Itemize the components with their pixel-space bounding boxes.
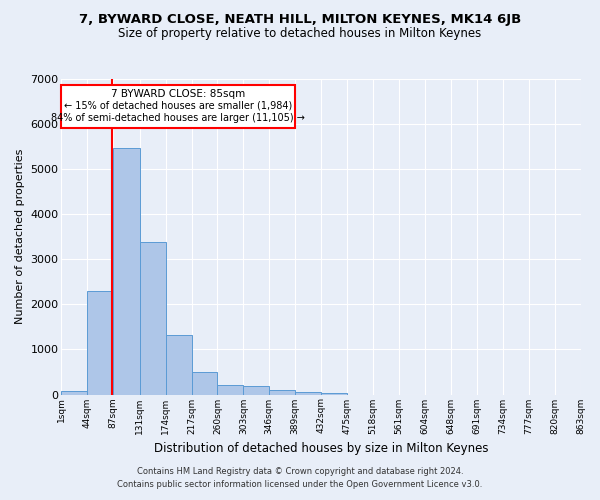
Bar — [166, 336, 191, 394]
Text: 7 BYWARD CLOSE: 85sqm: 7 BYWARD CLOSE: 85sqm — [111, 89, 245, 99]
Bar — [88, 291, 113, 395]
Bar — [295, 392, 321, 394]
Bar — [191, 372, 217, 394]
Text: ← 15% of detached houses are smaller (1,984): ← 15% of detached houses are smaller (1,… — [64, 101, 292, 111]
Text: Contains HM Land Registry data © Crown copyright and database right 2024.
Contai: Contains HM Land Registry data © Crown c… — [118, 468, 482, 489]
Bar — [269, 390, 295, 394]
Bar — [321, 392, 347, 394]
Text: 7, BYWARD CLOSE, NEATH HILL, MILTON KEYNES, MK14 6JB: 7, BYWARD CLOSE, NEATH HILL, MILTON KEYN… — [79, 12, 521, 26]
Y-axis label: Number of detached properties: Number of detached properties — [15, 149, 25, 324]
Text: Size of property relative to detached houses in Milton Keynes: Size of property relative to detached ho… — [118, 28, 482, 40]
Bar — [113, 148, 140, 394]
Text: 84% of semi-detached houses are larger (11,105) →: 84% of semi-detached houses are larger (… — [52, 113, 305, 123]
FancyBboxPatch shape — [61, 85, 295, 128]
Bar — [140, 242, 166, 394]
X-axis label: Distribution of detached houses by size in Milton Keynes: Distribution of detached houses by size … — [154, 442, 488, 455]
Bar — [61, 391, 88, 394]
Bar — [217, 385, 244, 394]
Bar — [244, 386, 269, 394]
